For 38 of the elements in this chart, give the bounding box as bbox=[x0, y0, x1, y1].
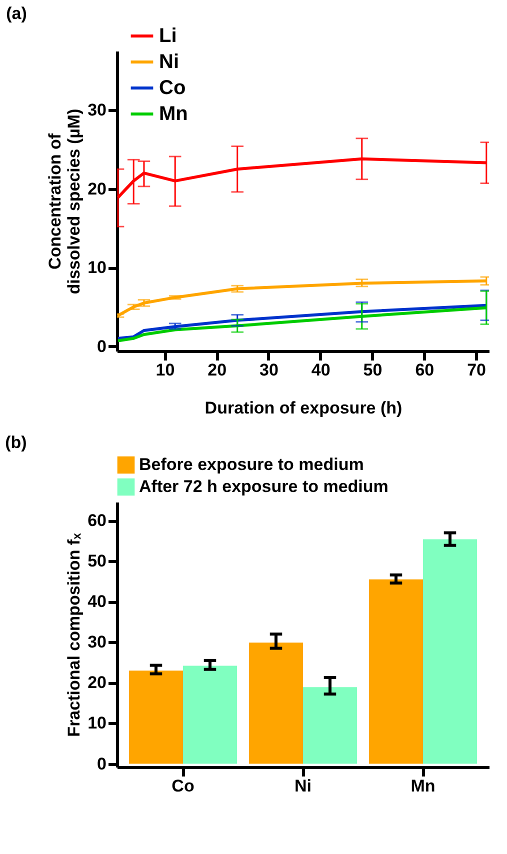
y-axis-title: Concentration of dissolved species (µM) bbox=[46, 108, 84, 294]
y-tick-label: 20 bbox=[88, 179, 106, 198]
chart-title: (a) bbox=[6, 4, 27, 23]
legend-label: Ni bbox=[159, 51, 179, 73]
legend-label: Before exposure to medium bbox=[139, 455, 364, 474]
y-axis-title: Fractional composition fₓ bbox=[64, 532, 84, 737]
legend-label: Mn bbox=[159, 103, 188, 125]
x-tick-label: 50 bbox=[363, 360, 382, 380]
x-tick-label: 20 bbox=[208, 360, 227, 380]
legend-label: Co bbox=[159, 77, 186, 99]
x-tick-label: Co bbox=[172, 776, 194, 796]
x-tick-label: 40 bbox=[311, 360, 330, 380]
bar bbox=[249, 642, 303, 764]
y-tick-label: 40 bbox=[88, 592, 106, 612]
legend-label: Li bbox=[159, 25, 177, 47]
y-tick-label: 20 bbox=[88, 673, 106, 692]
bar bbox=[369, 579, 423, 764]
y-tick-label: 10 bbox=[88, 714, 106, 733]
bar bbox=[183, 666, 237, 764]
x-tick-label: Ni bbox=[294, 776, 312, 796]
y-tick-label: 30 bbox=[88, 632, 106, 652]
y-tick-label: 10 bbox=[88, 258, 106, 278]
x-tick-label: 10 bbox=[156, 360, 175, 380]
bar bbox=[129, 670, 183, 764]
legend-label: After 72 h exposure to medium bbox=[139, 477, 388, 496]
y-tick-label: 0 bbox=[97, 754, 106, 774]
x-tick-label: 70 bbox=[467, 360, 486, 380]
x-tick-label: Mn bbox=[410, 776, 436, 796]
x-tick-label: 60 bbox=[415, 360, 434, 380]
y-tick-label: 0 bbox=[97, 336, 106, 356]
x-tick-label: 30 bbox=[260, 360, 278, 380]
bar bbox=[303, 687, 357, 764]
y-tick-label: 50 bbox=[88, 552, 106, 571]
chart-title: (b) bbox=[5, 433, 27, 452]
y-tick-label: 30 bbox=[88, 100, 106, 120]
bar bbox=[423, 539, 477, 764]
y-tick-label: 60 bbox=[88, 511, 106, 530]
x-axis-title: Duration of exposure (h) bbox=[204, 398, 402, 418]
